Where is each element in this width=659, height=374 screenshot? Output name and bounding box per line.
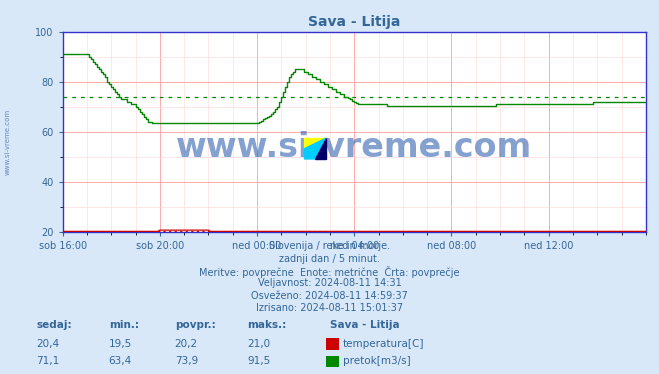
- Text: Osveženo: 2024-08-11 14:59:37: Osveženo: 2024-08-11 14:59:37: [251, 291, 408, 301]
- Text: www.si-vreme.com: www.si-vreme.com: [5, 109, 11, 175]
- Text: pretok[m3/s]: pretok[m3/s]: [343, 356, 411, 367]
- Text: Meritve: povprečne  Enote: metrične  Črta: povprečje: Meritve: povprečne Enote: metrične Črta:…: [199, 266, 460, 278]
- Text: 20,2: 20,2: [175, 339, 198, 349]
- Text: Slovenija / reke in morje.: Slovenija / reke in morje.: [269, 241, 390, 251]
- Text: min.:: min.:: [109, 320, 139, 330]
- Text: maks.:: maks.:: [247, 320, 287, 330]
- Text: 73,9: 73,9: [175, 356, 198, 367]
- Text: 63,4: 63,4: [109, 356, 132, 367]
- Text: zadnji dan / 5 minut.: zadnji dan / 5 minut.: [279, 254, 380, 264]
- Title: Sava - Litija: Sava - Litija: [308, 15, 401, 29]
- Text: sedaj:: sedaj:: [36, 320, 72, 330]
- Text: Veljavnost: 2024-08-11 14:31: Veljavnost: 2024-08-11 14:31: [258, 278, 401, 288]
- Text: 71,1: 71,1: [36, 356, 59, 367]
- Text: 20,4: 20,4: [36, 339, 59, 349]
- Text: Izrisano: 2024-08-11 15:01:37: Izrisano: 2024-08-11 15:01:37: [256, 303, 403, 313]
- Text: www.si-vreme.com: www.si-vreme.com: [176, 131, 532, 164]
- Text: Sava - Litija: Sava - Litija: [330, 320, 399, 330]
- Text: 21,0: 21,0: [247, 339, 270, 349]
- Text: 19,5: 19,5: [109, 339, 132, 349]
- Text: 91,5: 91,5: [247, 356, 270, 367]
- Text: temperatura[C]: temperatura[C]: [343, 339, 424, 349]
- Text: povpr.:: povpr.:: [175, 320, 215, 330]
